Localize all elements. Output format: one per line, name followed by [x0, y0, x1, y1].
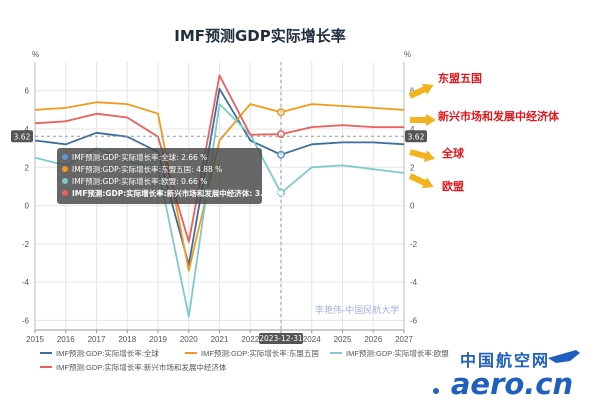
hover-crosshair: 3.62 3.62 2023-12-31: [11, 62, 427, 344]
annotation-1: 新兴市场和发展中经济体: [410, 109, 560, 126]
annotation-label: 东盟五国: [438, 71, 482, 85]
tooltip-item: IMF预测:GDP:实际增长率:东盟五国: 4.88 %: [72, 164, 222, 174]
y-axis-left-ticks: -6 -4 -2 0 2 4 6: [22, 87, 30, 326]
y-tick-label-left: -4: [22, 278, 30, 287]
tooltip-marker: [62, 154, 68, 160]
series-line-1: [34, 101, 405, 272]
y-tick-label-left: -6: [22, 316, 30, 325]
legend-label: IMF预测:GDP:实际增长率:欧盟: [346, 348, 449, 358]
annotation-arrow-icon: [408, 173, 434, 189]
annotation-2: 全球: [409, 146, 465, 162]
x-tick-label: 2027: [395, 335, 413, 344]
legend[interactable]: IMF预测:GDP:实际增长率:全球 IMF预测:GDP:实际增长率:东盟五国 IM…: [40, 348, 449, 372]
left-unit-label: %: [32, 50, 39, 59]
annotation-label: 新兴市场和发展中经济体: [438, 109, 560, 123]
annotation-label: 全球: [441, 146, 465, 160]
annotation-arrow-icon: [410, 114, 436, 126]
x-tick-label: 2024: [303, 335, 321, 344]
y-tick-label-right: 0: [410, 202, 415, 211]
crosshair-x-value: 2023-12-31: [259, 334, 303, 343]
y-tick-label-right: 6: [410, 87, 415, 96]
y-tick-label-right: -6: [410, 316, 418, 325]
x-axis-ticks: 2015201620172018201920202021202220232024…: [26, 330, 413, 344]
y-tick-label-left: 6: [25, 87, 30, 96]
y-tick-label-right: -2: [410, 240, 418, 249]
legend-item-0[interactable]: IMF预测:GDP:实际增长率:全球: [40, 348, 159, 358]
tooltip-box: [57, 148, 262, 204]
y-tick-label-right: 2: [410, 163, 415, 172]
crosshair-left-badge: [11, 130, 33, 143]
x-tick-label: 2026: [364, 335, 382, 344]
logo: 中国航空网 aero.cn: [433, 350, 580, 401]
tooltip-item: IMF预测:GDP:实际增长率:新兴市场和发展中经济体: 3.73 %: [72, 188, 284, 198]
y-tick-label-left: 4: [25, 125, 30, 134]
legend-label: IMF预测:GDP:实际增长率:全球: [56, 348, 159, 358]
annotation-label: 欧盟: [442, 179, 464, 193]
x-tick-label: 2019: [149, 335, 167, 344]
logo-dot-icon: [433, 388, 439, 394]
legend-item-3[interactable]: IMF预测:GDP:实际增长率:新兴市场和发展中经济体: [40, 362, 227, 372]
x-tick-label: 2017: [88, 335, 106, 344]
series-lines: [34, 74, 405, 318]
logo-cn: 中国航空网: [460, 351, 550, 370]
y-tick-label-left: -2: [22, 240, 30, 249]
tooltip: IMF预测:GDP:实际增长率:全球: 2.66 % IMF预测:GDP:实际增长…: [57, 148, 284, 204]
annotation-arrow-icon: [408, 83, 434, 99]
crosshair-right-value: 3.62: [408, 132, 425, 141]
watermark: 李艳伟-中国民航大学: [315, 304, 399, 316]
x-tick-label: 2022: [241, 335, 259, 344]
x-tick-label: 2025: [334, 335, 352, 344]
right-unit-label: %: [404, 50, 411, 59]
y-tick-label-left: 0: [25, 202, 30, 211]
tooltip-item: IMF预测:GDP:实际增长率:欧盟: 0.66 %: [72, 176, 207, 186]
y-axis-right-ticks: -6 -4 -2 0 2 4 6: [410, 87, 418, 326]
annotation-0: 东盟五国: [408, 71, 482, 99]
x-tick-label: 2018: [118, 335, 136, 344]
x-tick-label: 2020: [180, 335, 198, 344]
tooltip-marker: [62, 166, 68, 172]
y-tick-label-left: 2: [25, 163, 30, 172]
logo-plane-icon: [548, 350, 580, 363]
series-line-0: [34, 87, 405, 266]
tooltip-marker: [62, 178, 68, 184]
series-line-3: [34, 74, 404, 243]
crosshair-left-value: 3.62: [14, 132, 31, 141]
legend-label: IMF预测:GDP:实际增长率:东盟五国: [201, 348, 319, 358]
legend-item-2[interactable]: IMF预测:GDP:实际增长率:欧盟: [330, 348, 449, 358]
crosshair-x-badge: [259, 333, 303, 344]
crosshair-right-badge: [405, 130, 427, 143]
legend-item-1[interactable]: IMF预测:GDP:实际增长率:东盟五国: [185, 348, 319, 358]
chart-title: IMF预测GDP实际增长率: [174, 27, 346, 45]
annotation-arrow-icon: [409, 149, 436, 162]
x-tick-label: 2016: [57, 335, 75, 344]
y-tick-label-right: 4: [410, 125, 415, 134]
x-tick-label: 2015: [26, 335, 44, 344]
annotation-3: 欧盟: [408, 173, 464, 193]
tooltip-item: IMF预测:GDP:实际增长率:全球: 2.66 %: [72, 152, 207, 162]
y-tick-label-right: -4: [410, 278, 418, 287]
logo-en: aero.cn: [451, 367, 573, 401]
tooltip-marker: [62, 190, 68, 196]
x-tick-label: 2021: [211, 335, 229, 344]
legend-label: IMF预测:GDP:实际增长率:新兴市场和发展中经济体: [56, 362, 227, 372]
